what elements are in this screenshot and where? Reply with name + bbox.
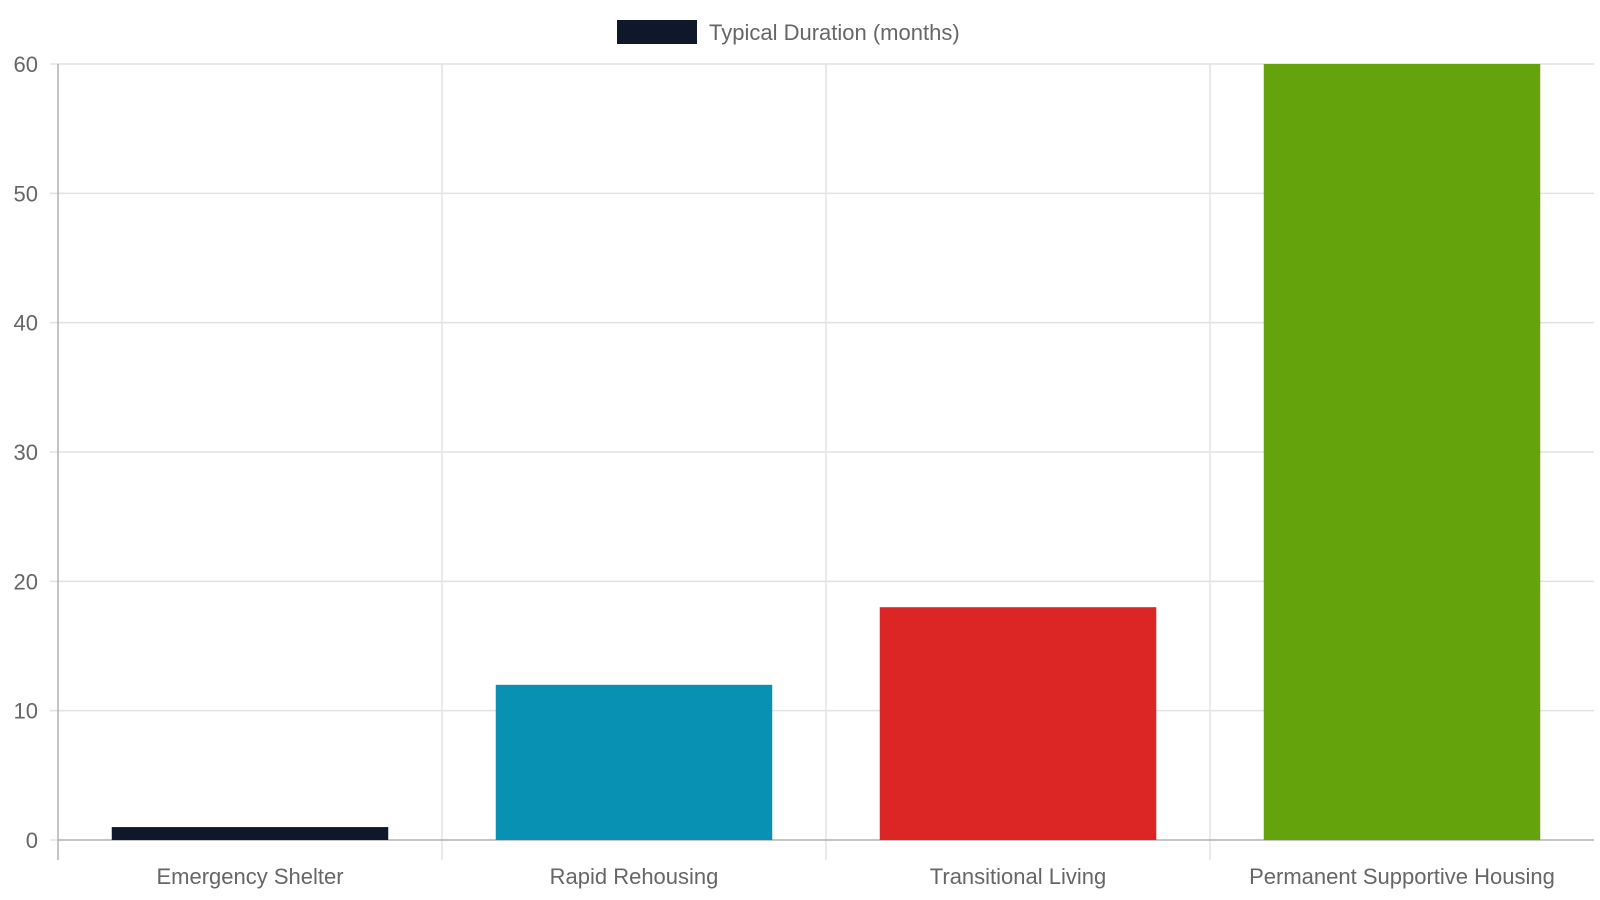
y-tick-label: 0 [26,828,38,853]
x-tick-label: Transitional Living [930,864,1107,889]
x-tick-label: Permanent Supportive Housing [1249,864,1555,889]
y-tick-labels: 0 10 20 30 40 50 60 [14,52,38,853]
x-tick-labels: Emergency Shelter Rapid Rehousing Transiti… [156,864,1554,889]
y-tick-label: 50 [14,181,38,206]
bars [111,64,1541,840]
x-tick-label: Emergency Shelter [156,864,343,889]
x-tick-label: Rapid Rehousing [550,864,719,889]
y-tick-label: 40 [14,311,38,336]
bar-permanent-supportive-housing[interactable] [1263,64,1541,840]
legend-label[interactable]: Typical Duration (months) [709,20,960,45]
bar-emergency-shelter[interactable] [111,827,389,840]
legend-swatch[interactable] [617,20,697,44]
legend[interactable]: Typical Duration (months) [617,20,960,45]
y-tick-label: 20 [14,569,38,594]
y-tick-label: 30 [14,440,38,465]
y-tick-label: 60 [14,52,38,77]
y-tick-label: 10 [14,699,38,724]
bar-rapid-rehousing[interactable] [495,684,773,840]
bar-transitional-living[interactable] [879,607,1157,840]
